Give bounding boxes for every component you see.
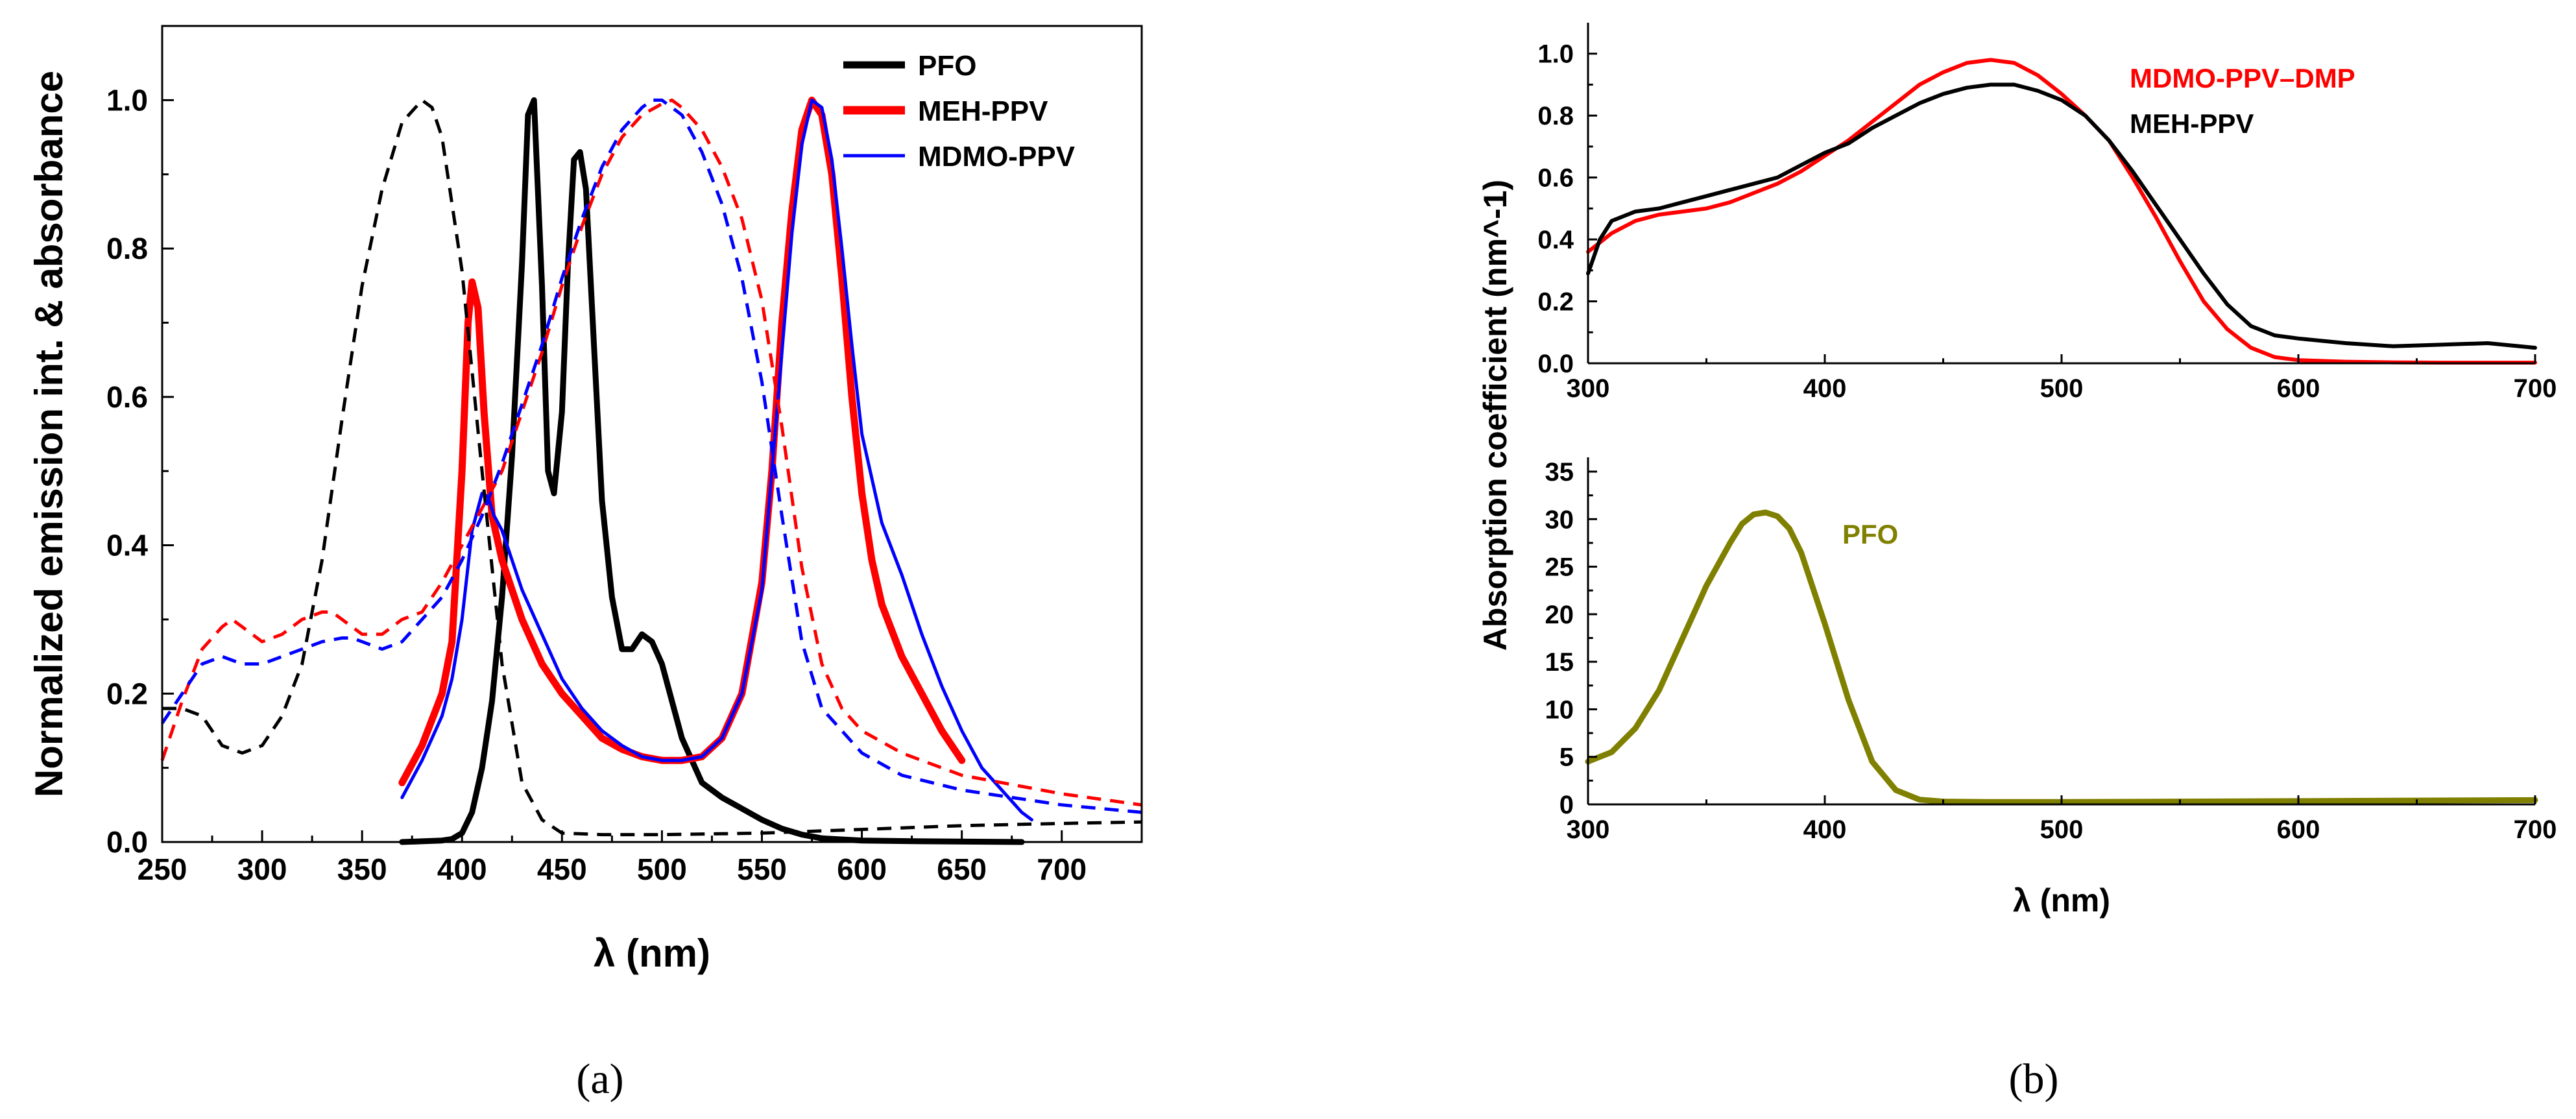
panel-b-bottom-series-pfo <box>1585 509 2538 805</box>
panel-a-x-tick-label: 250 <box>138 852 187 886</box>
panel-b-bottom-y-tick-label: 35 <box>1545 458 1574 487</box>
panel-a-series-pfo-absorbance <box>162 98 1142 837</box>
panel-b-bottom-y-tick-label: 5 <box>1559 743 1574 772</box>
panel-a-legend: PFO MEH-PPV MDMO-PPV <box>843 50 1076 173</box>
panel-b-top-y-tick-label: 0.8 <box>1537 102 1574 130</box>
legend-label-pfo: PFO <box>918 50 976 82</box>
panel-a-series-mdmo-ppv <box>400 98 1033 822</box>
panel-a-series-meh-ppv-absorbance <box>160 98 1142 807</box>
panel-a-y-tick-label: 0.8 <box>106 232 148 265</box>
panel-b-top-y-tick-label: 0.6 <box>1537 164 1574 193</box>
panel-a-y-tick-label: 0.0 <box>106 825 148 859</box>
panel-b-bottom-x-tick-label: 300 <box>1567 815 1610 844</box>
panel-b-top-chart: 300 400 500 600 700 0.0 0.2 0.4 0.6 0.8 1.0 MDMO-P… <box>1537 23 2557 403</box>
panel-b-top-x-tick-label: 500 <box>2040 374 2084 403</box>
legend-label-mdmo-ppv: MDMO-PPV <box>918 141 1076 173</box>
panel-b-bottom-label-pfo: PFO <box>1842 519 1898 549</box>
panel-a-x-tick-label: 450 <box>537 852 587 886</box>
panel-b-bottom-x-tick-label: 600 <box>2277 815 2320 844</box>
panel-b-top-series-mdmo-ppv-dmp <box>1586 58 2537 365</box>
panel-a-x-tick-label: 350 <box>337 852 387 886</box>
panel-b-top-y-tick-label: 1.0 <box>1537 40 1574 69</box>
panel-b-top-label-meh-ppv: MEH-PPV <box>2130 108 2254 139</box>
panel-b-bottom-x-tick-label: 700 <box>2514 815 2557 844</box>
panel-a-series-pfo <box>399 97 1025 845</box>
panel-a-y-axis-title: Normalized emission int. & absorbance <box>27 71 71 797</box>
panel-a-series-mdmo-ppv-absorbance <box>160 98 1142 814</box>
panel-b-bottom-chart: 300 400 500 600 700 0 5 10 15 20 25 30 35 PFO λ (nm) <box>1545 457 2557 919</box>
panel-b-top-y-tick-label: 0.0 <box>1537 350 1574 378</box>
panel-a-x-tick-label: 500 <box>637 852 687 886</box>
panel-a-x-tick-label: 650 <box>937 852 987 886</box>
panel-a-x-tick-label: 700 <box>1037 852 1087 886</box>
panel-b-top-x-tick-label: 400 <box>1803 374 1847 403</box>
panel-b-bottom-series <box>1585 509 2538 805</box>
panel-a-series <box>160 96 1142 845</box>
panel-b-bottom-ticks: 300 400 500 600 700 0 5 10 15 20 25 30 35 <box>1545 458 2557 844</box>
panel-b-top-y-tick-label: 0.4 <box>1537 226 1574 254</box>
panel-a-ticks: 250 300 350 400 450 500 550 600 650 700 0.0 0.2 0.4 0… <box>106 83 1087 886</box>
panel-b-top-series-meh-ppv <box>1586 82 2537 350</box>
legend-label-meh-ppv: MEH-PPV <box>918 95 1048 127</box>
panel-b-top-y-tick-label: 0.2 <box>1537 288 1574 317</box>
panel-a-y-tick-label: 0.4 <box>106 529 148 562</box>
panel-b-top-x-tick-label: 700 <box>2514 374 2557 403</box>
panel-a-x-tick-label: 600 <box>837 852 887 886</box>
panel-b-bottom-y-tick-label: 0 <box>1559 791 1574 819</box>
panel-b-bottom-y-tick-label: 15 <box>1545 648 1574 677</box>
panel-a-label: (a) <box>576 1055 623 1103</box>
panel-a-x-tick-label: 400 <box>437 852 487 886</box>
panel-b-y-axis-title: Absorption coefficient (nm^-1) <box>1477 180 1513 651</box>
panel-b-top-x-tick-label: 300 <box>1567 374 1610 403</box>
panel-a-plot-frame <box>161 25 1143 843</box>
panel-b-bottom-x-tick-label: 500 <box>2040 815 2084 844</box>
panel-b-bottom-x-tick-label: 400 <box>1803 815 1847 844</box>
panel-b-label: (b) <box>2009 1055 2059 1103</box>
panel-a-series-meh-ppv <box>398 96 966 786</box>
panel-b-top-x-tick-label: 600 <box>2277 374 2320 403</box>
panel-b-top-label-mdmo-ppv-dmp: MDMO-PPV–DMP <box>2130 63 2355 93</box>
panel-a-x-axis-title: λ (nm) <box>594 932 710 975</box>
panel-b-bottom-x-axis-title: λ (nm) <box>2013 882 2110 919</box>
panel-b-top-series <box>1586 58 2537 365</box>
panel-b-bottom-y-tick-label: 25 <box>1545 553 1574 582</box>
panel-a-y-tick-label: 0.2 <box>106 677 148 710</box>
panel-a-y-tick-label: 1.0 <box>106 83 148 117</box>
panel-b-top-ticks: 300 400 500 600 700 0.0 0.2 0.4 0.6 0.8 1.0 <box>1537 40 2557 403</box>
panel-a-chart: 250 300 350 400 450 500 550 600 650 700 0.0 0.2 0.4 0… <box>27 25 1143 975</box>
panel-b-bottom-y-tick-label: 20 <box>1545 601 1574 629</box>
panel-b-bottom-y-tick-label: 10 <box>1545 695 1574 724</box>
panel-a-y-tick-label: 0.6 <box>106 380 148 414</box>
panel-a-x-tick-label: 300 <box>237 852 287 886</box>
panel-a-x-tick-label: 550 <box>737 852 787 886</box>
panel-b-bottom-y-tick-label: 30 <box>1545 505 1574 534</box>
